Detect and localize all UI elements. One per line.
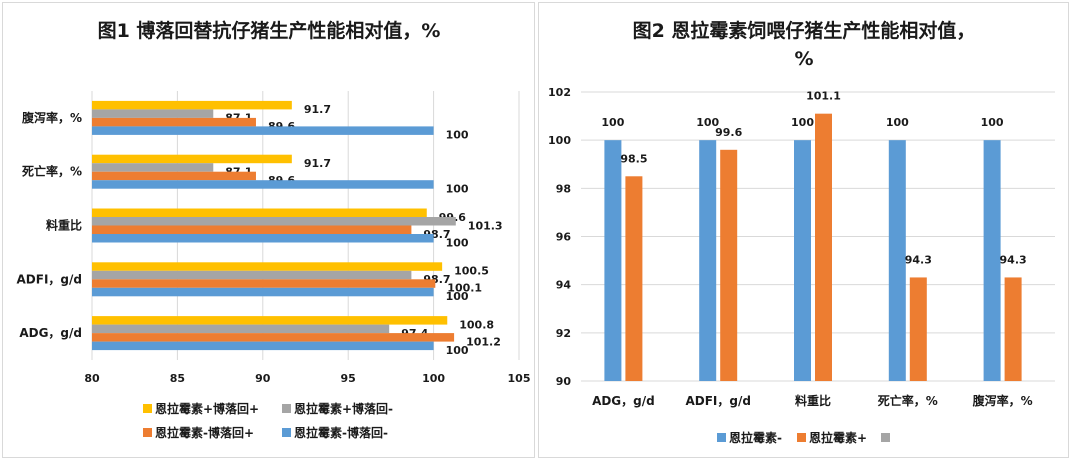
chart-2-legend-label: 恩拉霉素+ <box>809 430 867 445</box>
chart-1-category-label: 腹泻率，% <box>22 110 82 125</box>
chart-1-x-tick-label: 95 <box>341 372 356 385</box>
chart-2-svg: 图2 恩拉霉素饲喂仔猪生产性能相对值，%90929496981001021009… <box>548 19 1055 445</box>
chart-2-legend-swatch <box>797 433 806 442</box>
chart-1-bar <box>92 262 443 271</box>
chart-2-category-label: 死亡率，% <box>878 393 938 408</box>
chart-1-bar <box>92 316 448 325</box>
chart-1-data-label: 91.7 <box>304 103 331 116</box>
chart-2-category-label: ADG，g/d <box>592 394 655 408</box>
chart-2-y-tick-label: 100 <box>548 134 571 147</box>
chart-1-category-label: ADG，g/d <box>19 326 82 340</box>
chart-1-bar <box>92 341 434 351</box>
chart-1-bar <box>92 324 390 334</box>
chart-2-y-tick-label: 94 <box>556 279 572 292</box>
chart-2-panel: 图2 恩拉霉素饲喂仔猪生产性能相对值，% 90 92 94 96 98 100 102 100 9… <box>538 2 1069 458</box>
chart-1-data-label: 101.3 <box>468 219 503 232</box>
chart-2-y-tick-label: 92 <box>556 327 571 340</box>
chart-1-category-label: 料重比 <box>46 218 82 233</box>
chart-1-data-label: 100.5 <box>454 265 489 278</box>
chart-1-title: 图1 博落回替抗仔猪生产性能相对值，% <box>98 19 441 42</box>
chart-1-bar <box>92 279 436 288</box>
chart-1-data-label: 100 <box>446 129 469 142</box>
chart-1-svg: 图1 博落回替抗仔猪生产性能相对值，% 80 85 90 95 100 105 ADG，g/d… <box>17 19 531 440</box>
chart-2-data-label: 100 <box>601 116 624 129</box>
chart-2-bar <box>1004 277 1022 381</box>
chart-1-bar <box>92 180 434 189</box>
chart-1-x-tick-label: 90 <box>255 372 271 385</box>
chart-1-legend-label: 恩拉霉素-博落回- <box>294 425 388 440</box>
chart-1-bar <box>92 109 214 118</box>
chart-1-x-tick-label: 105 <box>508 372 531 385</box>
chart-2-data-label: 94.3 <box>1000 253 1027 266</box>
chart-1-legend-label: 恩拉霉素+博落回- <box>294 401 393 416</box>
chart-1-data-label: 100 <box>446 236 469 249</box>
chart-1-category-label: ADFI，g/d <box>17 272 82 286</box>
chart-1-bar <box>92 100 292 110</box>
chart-1-data-label: 100 <box>446 182 469 195</box>
chart-2-data-label: 100 <box>886 116 909 129</box>
chart-1-legend-swatch <box>143 428 152 437</box>
chart-1-x-tick-label: 85 <box>170 372 185 385</box>
chart-1-legend-label: 恩拉霉素-博落回+ <box>155 425 254 440</box>
chart-2-bar <box>720 149 738 381</box>
chart-2-data-label: 94.3 <box>905 253 932 266</box>
chart-1-bar <box>92 287 434 297</box>
chart-1-data-label: 101.2 <box>466 335 501 348</box>
chart-2-y-tick-label: 96 <box>556 231 572 244</box>
chart-2-bar <box>815 113 832 382</box>
chart-2-data-label: 100 <box>696 116 719 129</box>
chart-1-bar <box>92 270 412 280</box>
chart-2-data-label: 100 <box>981 116 1004 129</box>
chart-1-bar <box>92 333 455 342</box>
chart-1-legend-swatch <box>282 428 291 437</box>
chart-2-bar <box>625 176 643 381</box>
chart-2-y-tick-label: 102 <box>548 86 571 99</box>
chart-2-bar <box>888 140 906 381</box>
chart-1-category-label: 死亡率，% <box>22 164 82 179</box>
chart-1-bar <box>92 163 214 172</box>
chart-1-bar <box>92 117 256 127</box>
chart-1-panel: 图1 博落回替抗仔猪生产性能相对值，% 80 85 90 95 100 105 ADG，g/d… <box>2 2 535 458</box>
chart-1-data-label: 100 <box>446 290 469 303</box>
chart-1-data-label: 100.8 <box>459 318 494 331</box>
chart-1-legend-swatch <box>143 404 152 413</box>
chart-2-bar <box>794 140 811 381</box>
chart-1-legend-label: 恩拉霉素+博落回+ <box>155 401 259 416</box>
chart-2-y-tick-label: 90 <box>556 375 572 388</box>
chart-1-bar <box>92 171 256 181</box>
chart-2-bar <box>983 140 1001 381</box>
chart-2-category-label: 料重比 <box>795 393 831 408</box>
chart-2-category-label: 腹泻率，% <box>973 393 1033 408</box>
chart-2-bar <box>699 140 717 381</box>
chart-2-bar <box>909 277 927 381</box>
chart-2-category-label: ADFI，g/d <box>685 394 750 408</box>
chart-2-data-label: 101.1 <box>806 90 841 103</box>
chart-1-legend-swatch <box>282 404 291 413</box>
chart-1-data-label: 100.1 <box>447 282 482 295</box>
chart-2-legend-label: 恩拉霉素- <box>729 430 782 445</box>
chart-1-bar <box>92 126 434 135</box>
chart-2-title-line2: % <box>794 48 813 70</box>
chart-1-bar <box>92 234 434 243</box>
chart-1-data-label: 100 <box>446 344 469 357</box>
chart-1-x-tick-label: 100 <box>422 372 445 385</box>
chart-2-title-line1: 图2 恩拉霉素饲喂仔猪生产性能相对值， <box>633 19 976 42</box>
chart-2-legend-swatch <box>881 433 890 442</box>
chart-2-y-tick-label: 98 <box>556 182 571 195</box>
chart-2-data-label: 98.5 <box>620 152 647 165</box>
chart-1-bar <box>92 225 412 234</box>
chart-2-legend-swatch <box>717 433 726 442</box>
chart-2-data-label: 99.6 <box>715 126 742 139</box>
chart-2-data-label: 100 <box>791 116 814 129</box>
chart-1-x-tick-label: 80 <box>84 372 100 385</box>
chart-1-bar <box>92 154 292 164</box>
chart-2-bar <box>604 140 622 381</box>
chart-1-bar <box>92 208 427 217</box>
chart-1-bar <box>92 217 456 226</box>
chart-1-data-label: 91.7 <box>304 157 331 170</box>
